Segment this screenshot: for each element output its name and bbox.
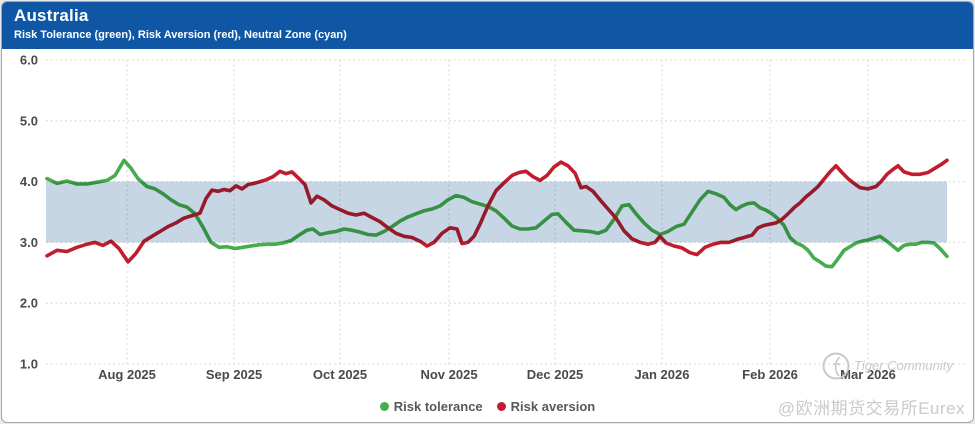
risk-aversion-dot-icon — [496, 401, 506, 411]
x-tick-label: Jan 2026 — [635, 367, 690, 382]
legend-item-risk-aversion: Risk aversion — [496, 398, 596, 414]
legend-label-risk-aversion: Risk aversion — [510, 398, 596, 414]
y-tick-label: 6.0 — [20, 53, 38, 68]
chart-legend: Risk tolerance Risk aversion — [2, 395, 973, 417]
risk-chart: 6.0 5.0 4.0 3.0 2.0 1.0 Aug 2025 Sep 2025 Oct 20… — [20, 53, 965, 383]
neutral-zone-band — [46, 181, 947, 243]
x-tick-label: Aug 2025 — [98, 367, 156, 382]
y-tick-label: 1.0 — [20, 357, 38, 372]
tiger-community-logo-icon — [822, 352, 850, 380]
x-tick-label: Oct 2025 — [313, 367, 367, 382]
legend-item-risk-tolerance: Risk tolerance — [379, 398, 483, 414]
page-title: Australia — [14, 6, 89, 25]
y-tick-label: 5.0 — [20, 113, 38, 128]
legend-label-risk-tolerance: Risk tolerance — [393, 398, 483, 414]
x-tick-label: Sep 2025 — [206, 367, 262, 382]
y-tick-label: 2.0 — [20, 296, 38, 311]
chart-subtitle: Risk Tolerance (green), Risk Aversion (r… — [14, 29, 347, 41]
y-tick-label: 4.0 — [20, 174, 38, 189]
x-tick-label: Nov 2025 — [420, 367, 477, 382]
x-tick-label: Dec 2025 — [527, 367, 583, 382]
chart-header: Australia Risk Tolerance (green), Risk A… — [2, 2, 973, 49]
risk-tolerance-dot-icon — [379, 401, 389, 411]
watermark-account-text: @欧洲期货交易所Eurex — [777, 399, 965, 418]
x-tick-label: Mar 2026 — [840, 367, 896, 382]
y-tick-label: 3.0 — [20, 235, 38, 250]
axis-labels: 6.0 5.0 4.0 3.0 2.0 1.0 Aug 2025 Sep 2025 Oct 20… — [20, 53, 896, 383]
x-tick-label: Feb 2026 — [742, 367, 798, 382]
watermark-community-text: Tiger Community — [854, 358, 953, 373]
